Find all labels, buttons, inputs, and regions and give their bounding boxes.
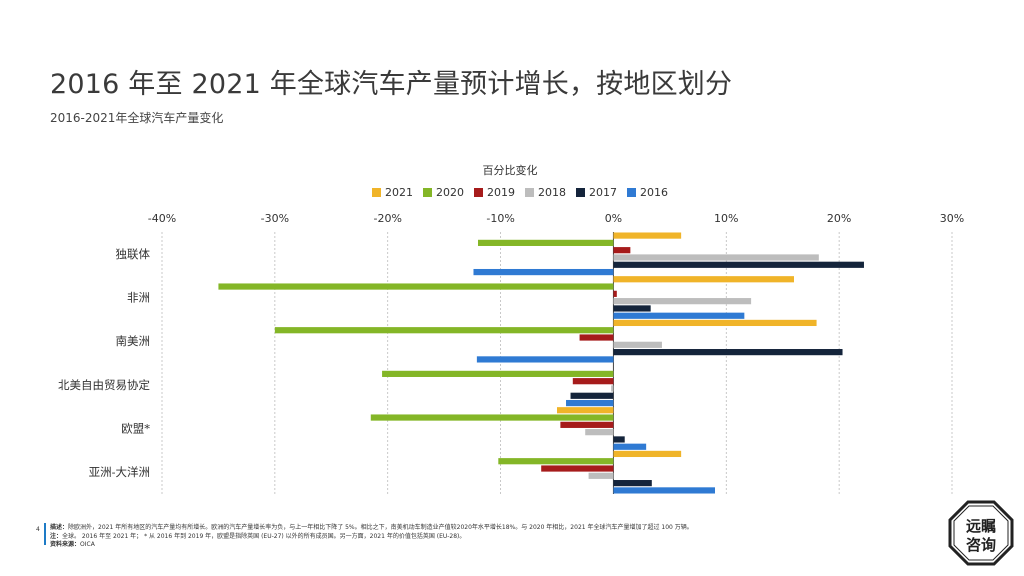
bar-2021 [613, 319, 817, 327]
footer-description: 描述：除欧洲外，2021 年所有地区的汽车产量均有所增长。欧洲的汽车产量增长率为… [50, 524, 810, 533]
logo-line2: 咨询 [966, 536, 996, 554]
bar-2017 [613, 261, 864, 268]
note-label: 注： [50, 532, 63, 540]
category-label: 亚洲-大洋洲 [89, 465, 150, 479]
legend-item-2017: 2017 [576, 186, 617, 199]
legend-item-2019: 2019 [474, 186, 515, 199]
bar-2018 [611, 385, 614, 392]
logo-line1: 远瞩 [966, 517, 996, 535]
legend-item-2020: 2020 [423, 186, 464, 199]
bar-2017 [613, 349, 843, 356]
legend-label: 2017 [589, 186, 617, 199]
bar-2021 [613, 232, 682, 239]
legend-swatch [576, 188, 585, 197]
x-tick-label: -40% [148, 212, 176, 225]
chart-legend: 2021 2020 2019 2018 2017 2016 [372, 186, 668, 199]
legend-swatch [423, 188, 432, 197]
bar-2016 [613, 312, 745, 319]
bar-2018 [613, 298, 752, 305]
legend-label: 2021 [385, 186, 413, 199]
chart-axis-title: 百分比变化 [482, 164, 538, 177]
page-title: 2016 年至 2021 年全球汽车产量预计增长，按地区划分 [50, 69, 733, 100]
bar-2018 [588, 472, 614, 479]
legend-item-2018: 2018 [525, 186, 566, 199]
x-tick-label: 0% [605, 212, 622, 225]
bar-2020 [478, 239, 614, 246]
x-tick-label: -20% [374, 212, 402, 225]
footer-source: 资料来源：OICA [50, 541, 810, 550]
note-text: 全球。 2016 年至 2021 年； * 从 2016 年到 2019 年，欧… [62, 532, 466, 540]
bar-2019 [613, 290, 617, 297]
bar-2018 [613, 254, 819, 261]
legend-label: 2018 [538, 186, 566, 199]
legend-label: 2016 [640, 186, 668, 199]
category-label: 北美自由贸易协定 [58, 378, 150, 392]
legend-swatch [627, 188, 636, 197]
bar-2021 [557, 407, 614, 414]
bar-2018 [585, 429, 614, 436]
legend-label: 2019 [487, 186, 515, 199]
bar-2016 [473, 268, 614, 276]
bar-2020 [274, 327, 614, 334]
x-tick-label: 30% [940, 212, 964, 225]
bar-2018 [613, 341, 662, 348]
footer-notes: 描述：除欧洲外，2021 年所有地区的汽车产量均有所增长。欧洲的汽车产量增长率为… [50, 524, 810, 550]
description-text: 除欧洲外，2021 年所有地区的汽车产量均有所增长。欧洲的汽车产量增长率为负，与… [68, 524, 693, 531]
bar-2020 [382, 370, 614, 377]
category-label: 非洲 [127, 291, 150, 305]
footer-note: 注：全球。 2016 年至 2021 年； * 从 2016 年到 2019 年… [50, 533, 810, 542]
description-label: 描述： [50, 524, 69, 531]
bar-2020 [498, 458, 614, 465]
bar-2017 [613, 305, 651, 312]
x-tick-label: 20% [827, 212, 851, 225]
page-number: 4 [36, 526, 40, 533]
legend-item-2021: 2021 [372, 186, 413, 199]
bar-2017 [570, 392, 614, 399]
bar-2017 [613, 436, 625, 443]
category-label: 南美洲 [116, 334, 151, 348]
bar-2019 [560, 421, 614, 428]
legend-item-2016: 2016 [627, 186, 668, 199]
category-label: 欧盟* [121, 422, 150, 436]
bar-2021 [613, 450, 682, 458]
legend-swatch [474, 188, 483, 197]
bar-2019 [613, 247, 631, 254]
bar-2021 [613, 276, 794, 283]
source-text: OICA [80, 541, 95, 548]
bar-2020 [370, 414, 614, 421]
footer-accent-bar [44, 523, 46, 545]
x-tick-label: -10% [486, 212, 514, 225]
x-tick-label: 10% [714, 212, 738, 225]
bar-2016 [613, 487, 715, 494]
x-tick-label: -30% [261, 212, 289, 225]
source-label: 资料来源： [50, 541, 81, 548]
bar-2019 [541, 465, 614, 472]
bar-2017 [613, 480, 652, 487]
bar-2016 [613, 443, 647, 450]
bar-2019 [579, 334, 614, 341]
company-logo: 远瞩 咨询 [948, 500, 1014, 566]
bar-2020 [218, 283, 614, 290]
category-label: 独联体 [116, 247, 151, 261]
page-subtitle: 2016-2021年全球汽车产量变化 [50, 111, 224, 125]
bar-2016 [476, 356, 614, 363]
legend-label: 2020 [436, 186, 464, 199]
legend-swatch [372, 188, 381, 197]
legend-swatch [525, 188, 534, 197]
bar-2019 [572, 378, 614, 385]
bar-2016 [566, 399, 614, 407]
